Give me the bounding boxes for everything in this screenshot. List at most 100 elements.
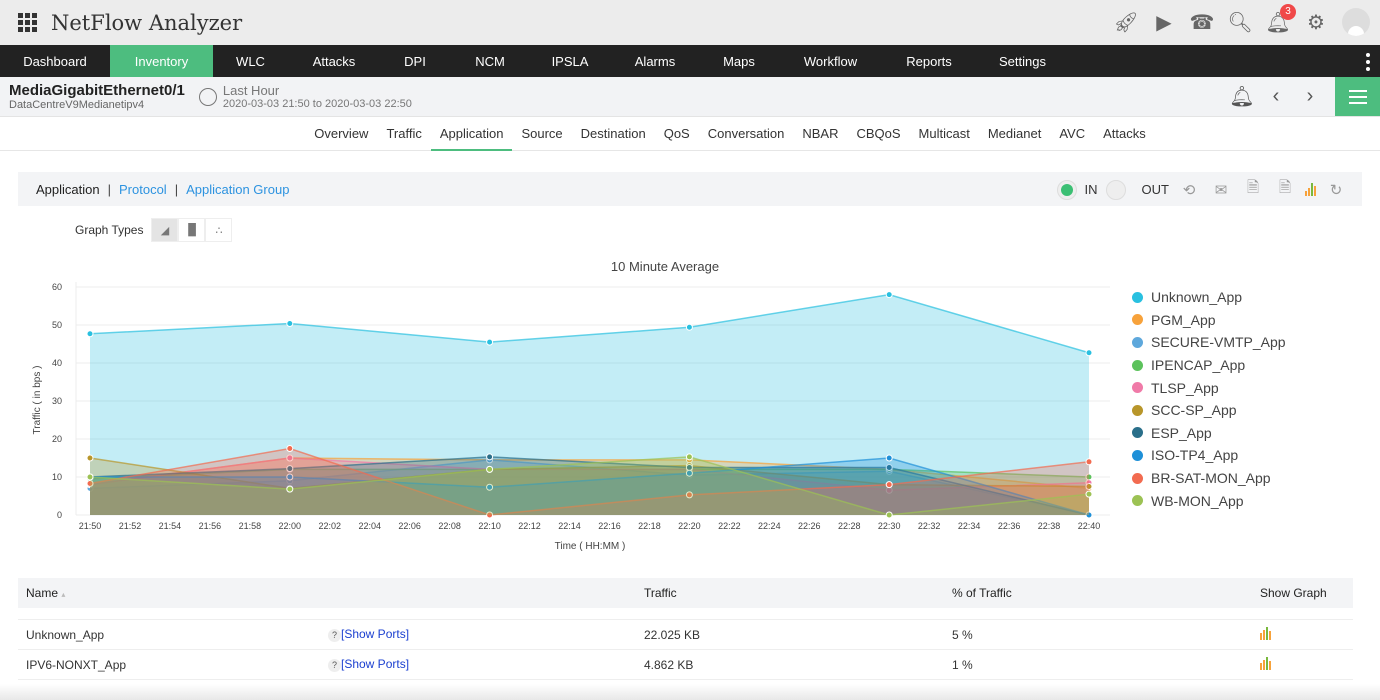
pdf-icon[interactable]: 🗎 [1246, 179, 1260, 196]
tab-conversation[interactable]: Conversation [707, 125, 785, 141]
email-icon[interactable]: ✉ [1214, 181, 1228, 199]
data-point[interactable] [486, 338, 494, 346]
data-point[interactable] [1085, 490, 1093, 498]
data-point[interactable] [1085, 349, 1093, 357]
data-point[interactable] [486, 465, 494, 473]
refresh-icon[interactable]: ↻ [1329, 181, 1343, 199]
data-point[interactable] [885, 511, 893, 519]
more-options-icon[interactable] [1366, 53, 1370, 71]
search-icon[interactable]: 🔍︎ [1227, 11, 1253, 34]
time-period[interactable]: Last Hour 2020-03-03 21:50 to 2020-03-03… [223, 83, 412, 110]
app-name[interactable]: IPV6-NONXT_App [26, 657, 127, 672]
rocket-icon[interactable]: 🚀︎ [1113, 11, 1139, 34]
alarm-bell-icon[interactable]: 🔔︎ [1229, 86, 1255, 108]
nav-inventory[interactable]: Inventory [110, 45, 213, 77]
data-point[interactable] [286, 445, 294, 452]
tab-application[interactable]: Application [430, 117, 513, 151]
tab-medianet[interactable]: Medianet [987, 125, 1042, 141]
col-percent[interactable]: % of Traffic [952, 586, 1012, 600]
legend-item[interactable]: Unknown_App [1132, 286, 1286, 309]
legend-item[interactable]: SECURE-VMTP_App [1132, 331, 1286, 354]
bar-chart-icon[interactable]: ▐▌ [178, 218, 206, 242]
help-icon[interactable]: ? [328, 629, 341, 642]
tab-attacks[interactable]: Attacks [1103, 125, 1146, 141]
headset-icon[interactable]: ☎ [1189, 11, 1215, 34]
data-point[interactable] [1085, 483, 1093, 490]
col-name[interactable]: Name ▴ [26, 586, 66, 600]
show-graph-icon[interactable] [1260, 626, 1271, 640]
view-application[interactable]: Application [36, 181, 100, 197]
tab-cbqos[interactable]: CBQoS [856, 125, 901, 141]
nav-alarms[interactable]: Alarms [634, 53, 676, 69]
view-application-group[interactable]: Application Group [186, 181, 290, 197]
scatter-chart-icon[interactable]: ∴ [205, 218, 233, 242]
nav-dpi[interactable]: DPI [404, 53, 426, 69]
area-chart-icon[interactable]: ◢ [151, 218, 179, 242]
clock-icon[interactable] [198, 87, 217, 106]
data-point[interactable] [486, 483, 494, 491]
tab-overview[interactable]: Overview [314, 125, 369, 141]
data-point[interactable] [885, 454, 893, 462]
app-grid-icon[interactable] [18, 13, 37, 32]
nav-settings[interactable]: Settings [999, 53, 1046, 69]
show-ports-link[interactable]: [Show Ports] [341, 627, 410, 641]
data-point[interactable] [885, 291, 893, 299]
bell-icon[interactable]: 🔔︎ 3 [1265, 4, 1296, 38]
nav-ipsla[interactable]: IPSLA [551, 53, 589, 69]
data-point[interactable] [486, 453, 494, 461]
data-point[interactable] [286, 473, 294, 481]
legend-item[interactable]: WB-MON_App [1132, 489, 1286, 512]
legend-item[interactable]: ESP_App [1132, 422, 1286, 445]
chevron-right-icon[interactable]: › [1306, 85, 1314, 107]
tab-source[interactable]: Source [521, 125, 563, 141]
data-point[interactable] [286, 485, 294, 493]
data-point[interactable] [286, 319, 294, 327]
help-icon[interactable]: ? [328, 659, 341, 672]
presentation-icon[interactable]: ▶ [1156, 11, 1172, 34]
data-point[interactable] [286, 454, 294, 462]
data-point[interactable] [885, 464, 893, 471]
avatar[interactable] [1342, 8, 1370, 36]
col-traffic[interactable]: Traffic [644, 586, 677, 600]
tab-avc[interactable]: AVC [1059, 125, 1086, 141]
tab-traffic[interactable]: Traffic [386, 125, 422, 141]
in-radio[interactable] [1056, 179, 1077, 200]
show-ports-link[interactable]: [Show Ports] [341, 657, 410, 671]
legend-item[interactable]: PGM_App [1132, 309, 1286, 332]
data-point[interactable] [86, 454, 94, 462]
view-protocol[interactable]: Protocol [119, 181, 167, 197]
chart-icon[interactable] [1305, 183, 1316, 196]
app-name[interactable]: Unknown_App [26, 627, 105, 642]
legend-item[interactable]: IPENCAP_App [1132, 354, 1286, 377]
hamburger-menu-button[interactable] [1335, 77, 1380, 116]
gear-icon[interactable]: ⚙ [1307, 11, 1325, 34]
legend-item[interactable]: ISO-TP4_App [1132, 444, 1286, 467]
chevron-left-icon[interactable]: ‹ [1272, 85, 1280, 107]
data-point[interactable] [286, 465, 294, 473]
data-point[interactable] [86, 330, 94, 338]
nav-wlc[interactable]: WLC [236, 53, 265, 69]
nav-attacks[interactable]: Attacks [312, 53, 356, 69]
data-point[interactable] [86, 473, 94, 481]
data-point[interactable] [885, 481, 893, 489]
nav-maps[interactable]: Maps [723, 53, 755, 69]
tab-destination[interactable]: Destination [580, 125, 646, 141]
tab-multicast[interactable]: Multicast [918, 125, 970, 141]
data-point[interactable] [486, 511, 494, 519]
nav-ncm[interactable]: NCM [475, 53, 505, 69]
data-point[interactable] [685, 491, 693, 499]
nav-workflow[interactable]: Workflow [803, 53, 858, 69]
data-point[interactable] [1085, 511, 1093, 519]
history-icon[interactable]: ⟲ [1182, 181, 1196, 199]
data-point[interactable] [685, 323, 693, 331]
out-radio[interactable] [1105, 179, 1126, 200]
tab-nbar[interactable]: NBAR [802, 125, 839, 141]
nav-reports[interactable]: Reports [906, 53, 952, 69]
legend-item[interactable]: TLSP_App [1132, 376, 1286, 399]
nav-dashboard[interactable]: Dashboard [23, 53, 87, 69]
legend-item[interactable]: SCC-SP_App [1132, 399, 1286, 422]
show-graph-icon[interactable] [1260, 656, 1271, 670]
data-point[interactable] [685, 469, 693, 477]
tab-qos[interactable]: QoS [663, 125, 690, 141]
data-point[interactable] [1085, 458, 1093, 466]
